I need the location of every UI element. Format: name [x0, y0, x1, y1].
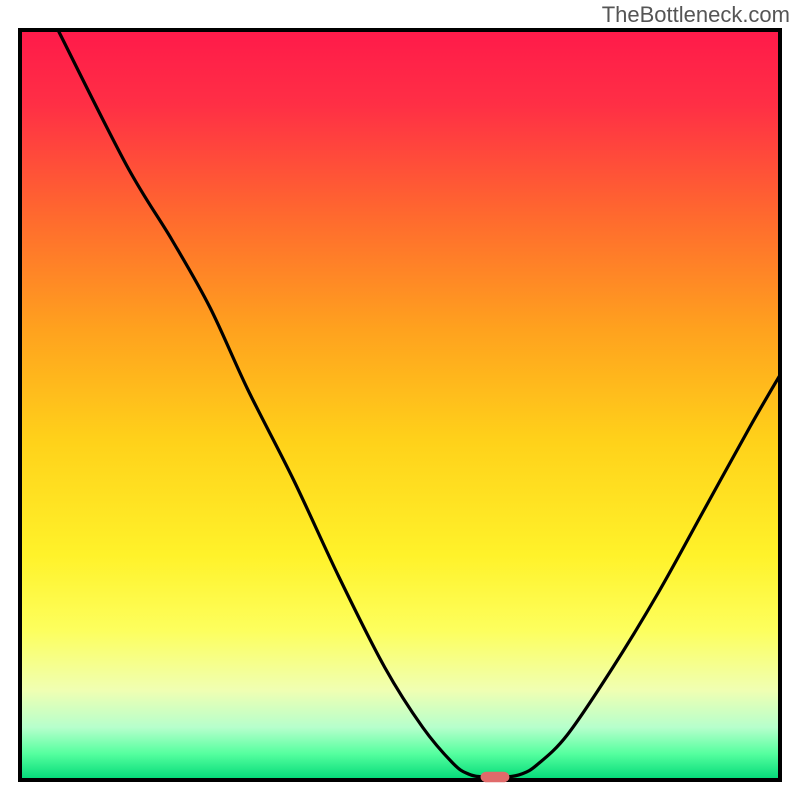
plot-background	[20, 30, 780, 780]
optimal-marker	[481, 772, 510, 783]
bottleneck-chart	[0, 0, 800, 800]
